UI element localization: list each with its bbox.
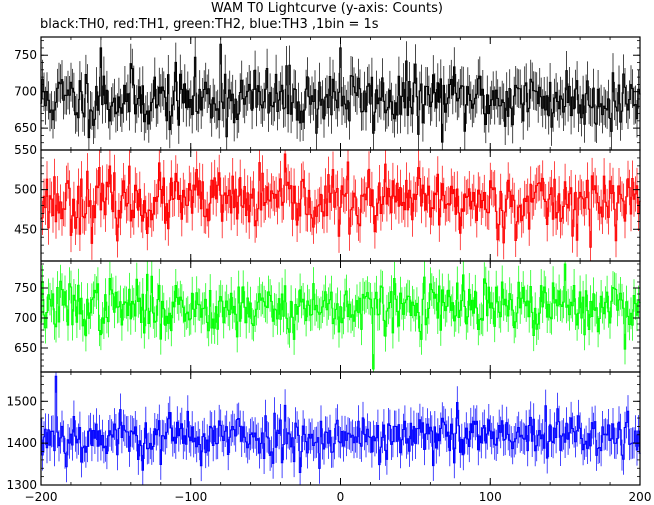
x-tick-label: 0 [337,490,345,504]
chart-subtitle: black:TH0, red:TH1, green:TH2, blue:TH3 … [40,17,379,32]
y-tick-label-panel-0: 650 [14,121,37,135]
series-errorbars-panel-3 [40,372,641,485]
series-line-panel-1 [40,153,641,248]
series-errorbars-panel-2 [40,261,641,372]
y-tick-label-panel-1: 450 [14,222,37,236]
y-tick-label-panel-2: 650 [14,341,37,355]
y-tick-label-panel-0: 750 [14,48,37,62]
series-line-panel-2 [40,263,641,370]
series-line-panel-3 [40,375,641,473]
x-tick-label: −100 [174,490,207,504]
series-errorbars-panel-0 [40,37,641,150]
y-tick-label-panel-0: 700 [14,85,37,99]
x-tick-label: 100 [479,490,502,504]
y-tick-label-panel-3: 1400 [6,436,37,450]
x-tick-label: −200 [25,490,58,504]
y-tick-label-panel-3: 1500 [6,394,37,408]
y-tick-label-panel-1: 550 [14,143,37,157]
series-errorbars-panel-1 [40,150,641,261]
y-tick-label-panel-2: 700 [14,311,37,325]
y-tick-label-panel-1: 500 [14,183,37,197]
y-tick-label-panel-2: 750 [14,281,37,295]
y-tick-label-panel-3: 1300 [6,478,37,492]
series-line-panel-0 [40,43,641,143]
x-tick-label: 200 [629,490,652,504]
chart-title: WAM T0 Lightcurve (y-axis: Counts) [211,1,443,16]
